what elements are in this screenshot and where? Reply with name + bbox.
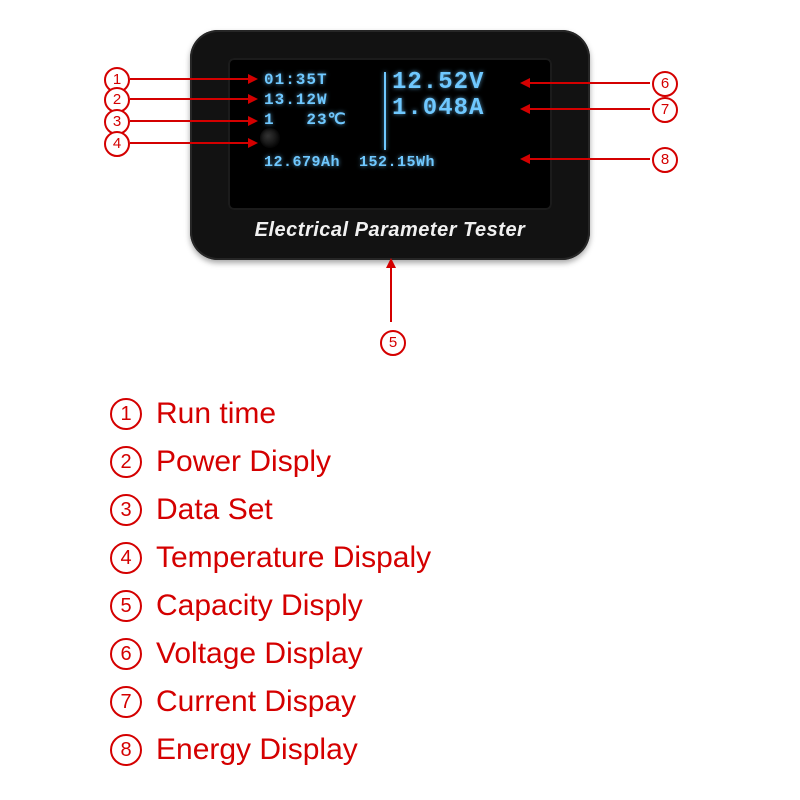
callout-num: 6	[652, 71, 678, 97]
legend-row: 6 Voltage Display	[110, 630, 431, 678]
callout-arrow-icon	[248, 74, 258, 84]
callout-line	[130, 120, 250, 122]
legend-row: 3 Data Set	[110, 486, 431, 534]
callout-arrow-icon	[248, 94, 258, 104]
oled-dataset-temp: 1 23℃	[264, 110, 382, 130]
oled-voltage: 12.52V	[392, 70, 514, 96]
legend-num: 7	[110, 686, 142, 718]
legend-row: 2 Power Disply	[110, 438, 431, 486]
legend-text: Energy Display	[156, 726, 358, 774]
legend-text: Capacity Disply	[156, 582, 363, 630]
legend-text: Run time	[156, 390, 276, 438]
callout-num: 7	[652, 97, 678, 123]
callout-line	[390, 260, 392, 322]
canvas: 01:35T 13.12W 1 23℃ 12.52V 1.048A 12.679…	[0, 0, 800, 800]
legend-text: Temperature Dispaly	[156, 534, 431, 582]
legend-text: Voltage Display	[156, 630, 363, 678]
legend-num: 4	[110, 542, 142, 574]
callout-line	[130, 78, 250, 80]
legend-text: Current Dispay	[156, 678, 356, 726]
callout-num: 4	[104, 131, 130, 157]
oled-runtime: 01:35T	[264, 70, 382, 90]
callout-line	[530, 158, 650, 160]
legend-text: Data Set	[156, 486, 273, 534]
callout-line	[530, 82, 650, 84]
device-label: Electrical Parameter Tester	[190, 219, 590, 242]
callout-arrow-icon	[520, 104, 530, 114]
oled-divider	[384, 72, 386, 150]
legend-row: 4 Temperature Dispaly	[110, 534, 431, 582]
callout-line	[130, 98, 250, 100]
callout-line	[130, 142, 250, 144]
callout-num: 8	[652, 147, 678, 173]
legend-row: 1 Run time	[110, 390, 431, 438]
legend-num: 6	[110, 638, 142, 670]
legend-row: 8 Energy Display	[110, 726, 431, 774]
legend-text: Power Disply	[156, 438, 331, 486]
callout-arrow-icon	[248, 116, 258, 126]
legend-num: 1	[110, 398, 142, 430]
oled-screen: 01:35T 13.12W 1 23℃ 12.52V 1.048A 12.679…	[264, 70, 514, 182]
callout-arrow-icon	[386, 258, 396, 268]
legend-row: 7 Current Dispay	[110, 678, 431, 726]
legend-row: 5 Capacity Disply	[110, 582, 431, 630]
callout-line	[530, 108, 650, 110]
legend-num: 5	[110, 590, 142, 622]
legend-num: 3	[110, 494, 142, 526]
oled-bottom-row: 12.679Ah 152.15Wh	[264, 154, 514, 172]
oled-power: 13.12W	[264, 90, 382, 110]
callout-arrow-icon	[520, 78, 530, 88]
callout-arrow-icon	[248, 138, 258, 148]
legend: 1 Run time 2 Power Disply 3 Data Set 4 Temperat…	[110, 390, 431, 774]
oled-current: 1.048A	[392, 96, 514, 122]
legend-num: 8	[110, 734, 142, 766]
legend-num: 2	[110, 446, 142, 478]
callout-arrow-icon	[520, 154, 530, 164]
callout-num: 5	[380, 330, 406, 356]
